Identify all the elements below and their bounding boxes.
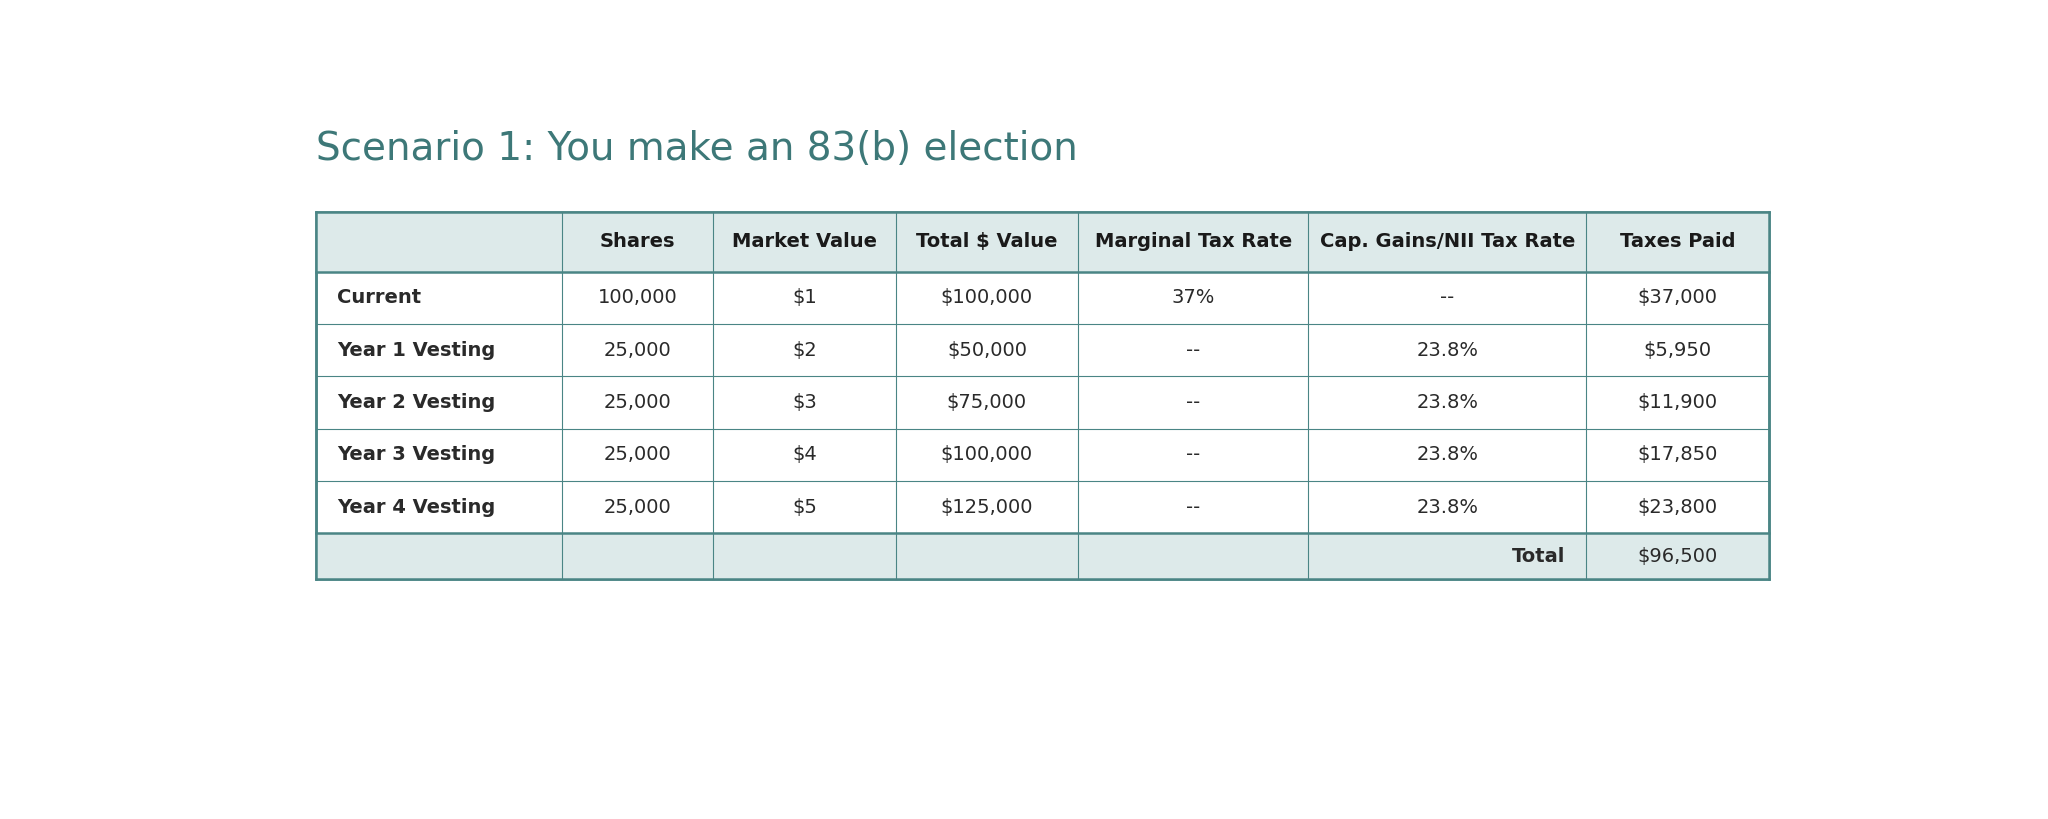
Text: Year 4 Vesting: Year 4 Vesting bbox=[338, 498, 496, 517]
Text: $5: $5 bbox=[793, 498, 817, 517]
Text: Market Value: Market Value bbox=[731, 233, 877, 251]
Text: $4: $4 bbox=[793, 446, 817, 464]
Text: $11,900: $11,900 bbox=[1636, 393, 1718, 412]
Text: Cap. Gains/NII Tax Rate: Cap. Gains/NII Tax Rate bbox=[1319, 233, 1575, 251]
Text: --: -- bbox=[1186, 393, 1200, 412]
Text: Year 1 Vesting: Year 1 Vesting bbox=[338, 341, 496, 360]
Text: $37,000: $37,000 bbox=[1636, 288, 1718, 307]
Text: $3: $3 bbox=[793, 393, 817, 412]
Text: Year 2 Vesting: Year 2 Vesting bbox=[338, 393, 496, 412]
Bar bbox=[315, 212, 1769, 579]
Text: 25,000: 25,000 bbox=[604, 498, 672, 517]
Text: Total: Total bbox=[1511, 546, 1565, 566]
Text: --: -- bbox=[1186, 446, 1200, 464]
Text: Year 3 Vesting: Year 3 Vesting bbox=[338, 446, 496, 464]
Text: 25,000: 25,000 bbox=[604, 341, 672, 360]
Text: 23.8%: 23.8% bbox=[1417, 498, 1479, 517]
Text: $2: $2 bbox=[793, 341, 817, 360]
Text: $96,500: $96,500 bbox=[1636, 546, 1718, 566]
Text: $50,000: $50,000 bbox=[946, 341, 1026, 360]
Text: $23,800: $23,800 bbox=[1636, 498, 1718, 517]
Text: 37%: 37% bbox=[1171, 288, 1214, 307]
Text: Total $ Value: Total $ Value bbox=[915, 233, 1057, 251]
Text: 23.8%: 23.8% bbox=[1417, 446, 1479, 464]
Text: $125,000: $125,000 bbox=[940, 498, 1032, 517]
Text: $75,000: $75,000 bbox=[946, 393, 1026, 412]
Text: $100,000: $100,000 bbox=[940, 288, 1032, 307]
Text: 23.8%: 23.8% bbox=[1417, 393, 1479, 412]
Text: Current: Current bbox=[338, 288, 422, 307]
Text: 100,000: 100,000 bbox=[598, 288, 678, 307]
Bar bbox=[315, 212, 1769, 272]
Text: $1: $1 bbox=[793, 288, 817, 307]
Text: 25,000: 25,000 bbox=[604, 446, 672, 464]
Text: --: -- bbox=[1440, 288, 1454, 307]
Text: 25,000: 25,000 bbox=[604, 393, 672, 412]
Text: Marginal Tax Rate: Marginal Tax Rate bbox=[1094, 233, 1292, 251]
Text: 23.8%: 23.8% bbox=[1417, 341, 1479, 360]
Text: --: -- bbox=[1186, 498, 1200, 517]
Text: $17,850: $17,850 bbox=[1636, 446, 1718, 464]
Text: $100,000: $100,000 bbox=[940, 446, 1032, 464]
Text: Shares: Shares bbox=[600, 233, 676, 251]
Text: Scenario 1: You make an 83(b) election: Scenario 1: You make an 83(b) election bbox=[315, 129, 1077, 168]
Text: --: -- bbox=[1186, 341, 1200, 360]
Text: $5,950: $5,950 bbox=[1642, 341, 1712, 360]
Text: Taxes Paid: Taxes Paid bbox=[1620, 233, 1735, 251]
Bar bbox=[315, 533, 1769, 579]
